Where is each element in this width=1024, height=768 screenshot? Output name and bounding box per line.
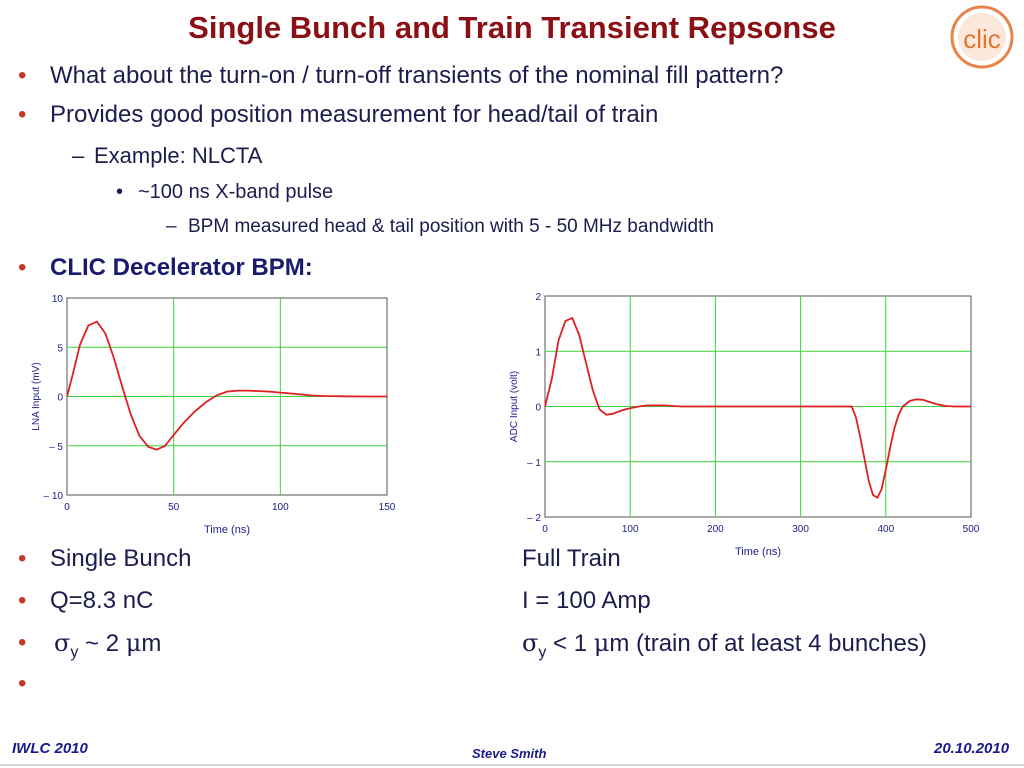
- series-line: [66, 320, 387, 451]
- resolution-single: σy ~ 2 μm: [54, 629, 161, 662]
- resolution-train: σy < 1 μm (train of at least 4 bunches): [522, 629, 927, 662]
- x-tick-label: 100: [272, 502, 289, 513]
- bullet-marker: •: [18, 587, 27, 614]
- resolution-unit: m (train of at least 4 bunches): [609, 630, 927, 657]
- footer-author: Steve Smith: [472, 746, 547, 761]
- sigma-subscript: y: [70, 643, 79, 661]
- series-line: [544, 316, 971, 500]
- footer-date: 20.10.2010: [934, 740, 1010, 757]
- mu-symbol: μ: [125, 629, 142, 657]
- slide-title: Single Bunch and Train Transient Repsons…: [188, 10, 836, 45]
- x-tick-label: 200: [707, 524, 724, 535]
- bullet-marker: •: [18, 101, 27, 128]
- bullet-1: What about the turn-on / turn-off transi…: [50, 62, 784, 89]
- dash-marker: –: [72, 143, 85, 168]
- bullet-marker: •: [18, 62, 27, 89]
- x-tick-label: 0: [542, 524, 548, 535]
- sub-sub-sub-bullet-1: BPM measured head & tail position with 5…: [188, 216, 714, 237]
- x-tick-label: 400: [877, 524, 894, 535]
- y-axis-label: ADC Input (volt): [509, 371, 520, 442]
- current-label: I = 100 Amp: [522, 587, 651, 614]
- sigma-subscript: y: [538, 643, 547, 661]
- x-tick-label: 300: [792, 524, 809, 535]
- full-train-label: Full Train: [522, 545, 621, 572]
- x-axis-label: Time (ns): [204, 524, 250, 536]
- footer-workshop: IWLC 2010: [12, 740, 88, 757]
- bullet-marker: •: [18, 254, 27, 281]
- bullet-marker: •: [18, 545, 27, 572]
- y-tick-label: – 2: [527, 513, 541, 524]
- single-bunch-label: Single Bunch: [50, 545, 192, 572]
- resolution-unit: m: [141, 630, 162, 657]
- bullet-marker: •: [18, 670, 27, 697]
- resolution-text: < 1: [546, 630, 594, 657]
- y-axis-label: LNA Input (mV): [31, 362, 42, 430]
- charge-label: Q=8.3 nC: [50, 587, 154, 614]
- sub-bullet-marker: •: [116, 181, 124, 203]
- x-tick-label: 100: [622, 524, 639, 535]
- clic-logo: clic: [950, 5, 1014, 69]
- bullet-2: Provides good position measurement for h…: [50, 101, 659, 128]
- y-tick-label: 5: [57, 343, 63, 354]
- y-tick-label: – 1: [527, 458, 541, 469]
- x-tick-label: 0: [64, 502, 70, 513]
- sigma-symbol: σ: [54, 629, 71, 657]
- y-tick-label: 0: [57, 393, 63, 404]
- y-tick-label: 1: [535, 347, 541, 358]
- sub-bullet-1: Example: NLCTA: [94, 143, 263, 168]
- logo-text: clic: [963, 24, 1001, 54]
- y-tick-label: – 10: [44, 491, 64, 502]
- x-tick-label: 500: [963, 524, 980, 535]
- full-train-chart: 0 100 200 300 400 500 2 1 0 – 1 – 2 Time (ns) ADC In…: [509, 292, 980, 558]
- mu-symbol: μ: [593, 629, 610, 657]
- bullet-clic-decelerator: CLIC Decelerator BPM:: [50, 254, 313, 281]
- y-tick-label: 0: [535, 403, 541, 414]
- y-tick-label: 10: [52, 294, 64, 305]
- sub-sub-bullet-1: ~100 ns X-band pulse: [138, 181, 334, 203]
- y-tick-label: – 5: [49, 442, 63, 453]
- y-tick-label: 2: [535, 292, 541, 303]
- x-tick-label: 150: [379, 502, 396, 513]
- dash-marker: –: [166, 216, 177, 237]
- resolution-text: ~ 2: [78, 630, 126, 657]
- footer-divider: [0, 764, 1024, 766]
- bullet-marker: •: [18, 629, 27, 656]
- sigma-symbol: σ: [522, 629, 539, 657]
- x-axis-label: Time (ns): [735, 546, 781, 558]
- x-tick-label: 50: [168, 502, 180, 513]
